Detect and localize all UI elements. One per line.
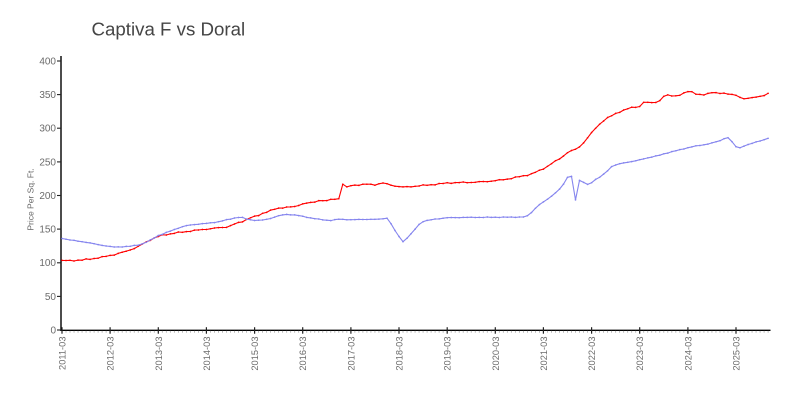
svg-text:2023-03: 2023-03 bbox=[635, 337, 645, 371]
svg-text:2014-03: 2014-03 bbox=[202, 337, 212, 371]
svg-text:2012-03: 2012-03 bbox=[106, 337, 116, 371]
svg-text:Price Per Sq. Ft.: Price Per Sq. Ft. bbox=[26, 168, 36, 230]
svg-text:2022-03: 2022-03 bbox=[587, 337, 597, 371]
svg-text:250: 250 bbox=[39, 157, 56, 168]
svg-text:350: 350 bbox=[39, 90, 56, 101]
svg-text:0: 0 bbox=[50, 325, 56, 336]
svg-text:2024-03: 2024-03 bbox=[683, 337, 693, 371]
svg-text:50: 50 bbox=[45, 292, 57, 303]
svg-text:2018-03: 2018-03 bbox=[395, 337, 405, 371]
svg-text:2015-03: 2015-03 bbox=[250, 337, 260, 371]
svg-text:2019-03: 2019-03 bbox=[443, 337, 453, 371]
svg-text:2021-03: 2021-03 bbox=[539, 337, 549, 371]
svg-text:2011-03: 2011-03 bbox=[58, 337, 68, 370]
svg-text:150: 150 bbox=[39, 225, 56, 236]
svg-text:2017-03: 2017-03 bbox=[346, 337, 356, 371]
svg-text:2016-03: 2016-03 bbox=[298, 337, 308, 371]
svg-text:2020-03: 2020-03 bbox=[491, 337, 501, 371]
svg-text:300: 300 bbox=[39, 124, 56, 135]
svg-text:200: 200 bbox=[39, 191, 56, 202]
svg-text:2025-03: 2025-03 bbox=[732, 337, 742, 371]
svg-text:400: 400 bbox=[39, 56, 56, 67]
svg-text:100: 100 bbox=[39, 258, 56, 269]
svg-text:Captiva F vs Doral: Captiva F vs Doral bbox=[92, 18, 246, 39]
svg-text:2013-03: 2013-03 bbox=[154, 337, 164, 371]
